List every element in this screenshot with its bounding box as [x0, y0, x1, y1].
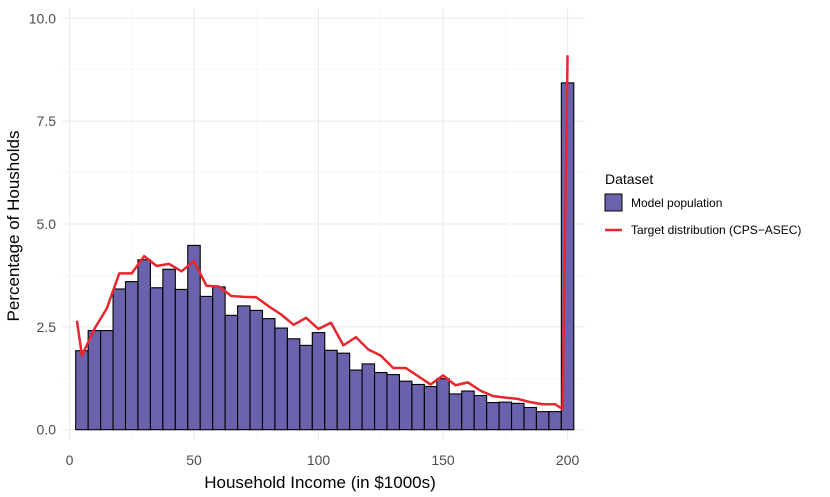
y-tick-label: 2.5	[37, 319, 57, 335]
histogram-bar	[398, 380, 413, 431]
histogram-bar	[299, 344, 313, 431]
legend-title: Dataset	[605, 171, 653, 187]
histogram-bar	[149, 287, 164, 431]
legend: Dataset Model population Target distribu…	[604, 171, 801, 237]
y-tick-label: 7.5	[37, 113, 57, 129]
y-axis-tick-labels: 0.0 2.5 5.0 7.5 10.0	[29, 10, 56, 437]
y-tick-label: 0.0	[37, 422, 57, 438]
histogram-bar	[336, 352, 351, 431]
histogram-bar	[286, 338, 301, 431]
histogram-bar	[162, 268, 176, 431]
histogram-bar	[311, 332, 326, 431]
x-tick-label: 200	[556, 452, 580, 468]
histogram-bar	[174, 288, 189, 431]
histogram-bar	[87, 330, 102, 431]
x-tick-label: 50	[186, 452, 202, 468]
histogram-bar	[411, 383, 425, 431]
model-population-bars	[75, 82, 575, 431]
x-tick-label: 150	[431, 452, 455, 468]
x-tick-label: 0	[66, 452, 74, 468]
target-distribution-line	[75, 55, 569, 411]
legend-swatch-model-population	[604, 193, 623, 212]
histogram-bar	[423, 385, 438, 431]
histogram-bar	[112, 288, 127, 431]
histogram-bar	[261, 318, 276, 431]
histogram-bar	[386, 374, 401, 431]
y-axis-title: Percentage of Housholds	[4, 131, 23, 322]
legend-label-model-population: Model population	[631, 196, 722, 210]
histogram-bar	[274, 327, 288, 431]
histogram-bar	[361, 363, 376, 431]
x-axis-title: Household Income (in $1000s)	[204, 473, 436, 492]
histogram-bar	[510, 402, 525, 431]
histogram-bar	[461, 390, 475, 431]
histogram-bar	[237, 305, 251, 431]
histogram-bar	[548, 411, 562, 431]
histogram-bar	[212, 286, 226, 431]
histogram-bar	[535, 411, 550, 431]
histogram-bar	[100, 330, 114, 431]
histogram-bar	[199, 295, 214, 431]
histogram-bar	[249, 309, 264, 431]
histogram-bar	[436, 378, 450, 431]
histogram-bar	[124, 281, 139, 431]
histogram-bar	[75, 350, 89, 431]
legend-label-target-distribution: Target distribution (CPS−ASEC)	[631, 223, 801, 237]
histogram-bar	[486, 402, 500, 431]
x-axis-tick-labels: 0 50 100 150 200	[66, 452, 580, 468]
x-tick-label: 100	[307, 452, 331, 468]
y-tick-label: 5.0	[37, 216, 57, 232]
y-tick-label: 10.0	[29, 10, 56, 26]
histogram-bar	[137, 259, 151, 431]
histogram-bar	[498, 401, 513, 431]
histogram-bar	[349, 369, 363, 431]
histogram-bar	[224, 314, 239, 431]
histogram-bar	[448, 393, 463, 431]
histogram-bar	[374, 371, 388, 431]
histogram-bar	[324, 349, 338, 431]
histogram-bar	[473, 395, 488, 431]
histogram-bar	[187, 244, 201, 431]
histogram-bar	[523, 406, 537, 431]
